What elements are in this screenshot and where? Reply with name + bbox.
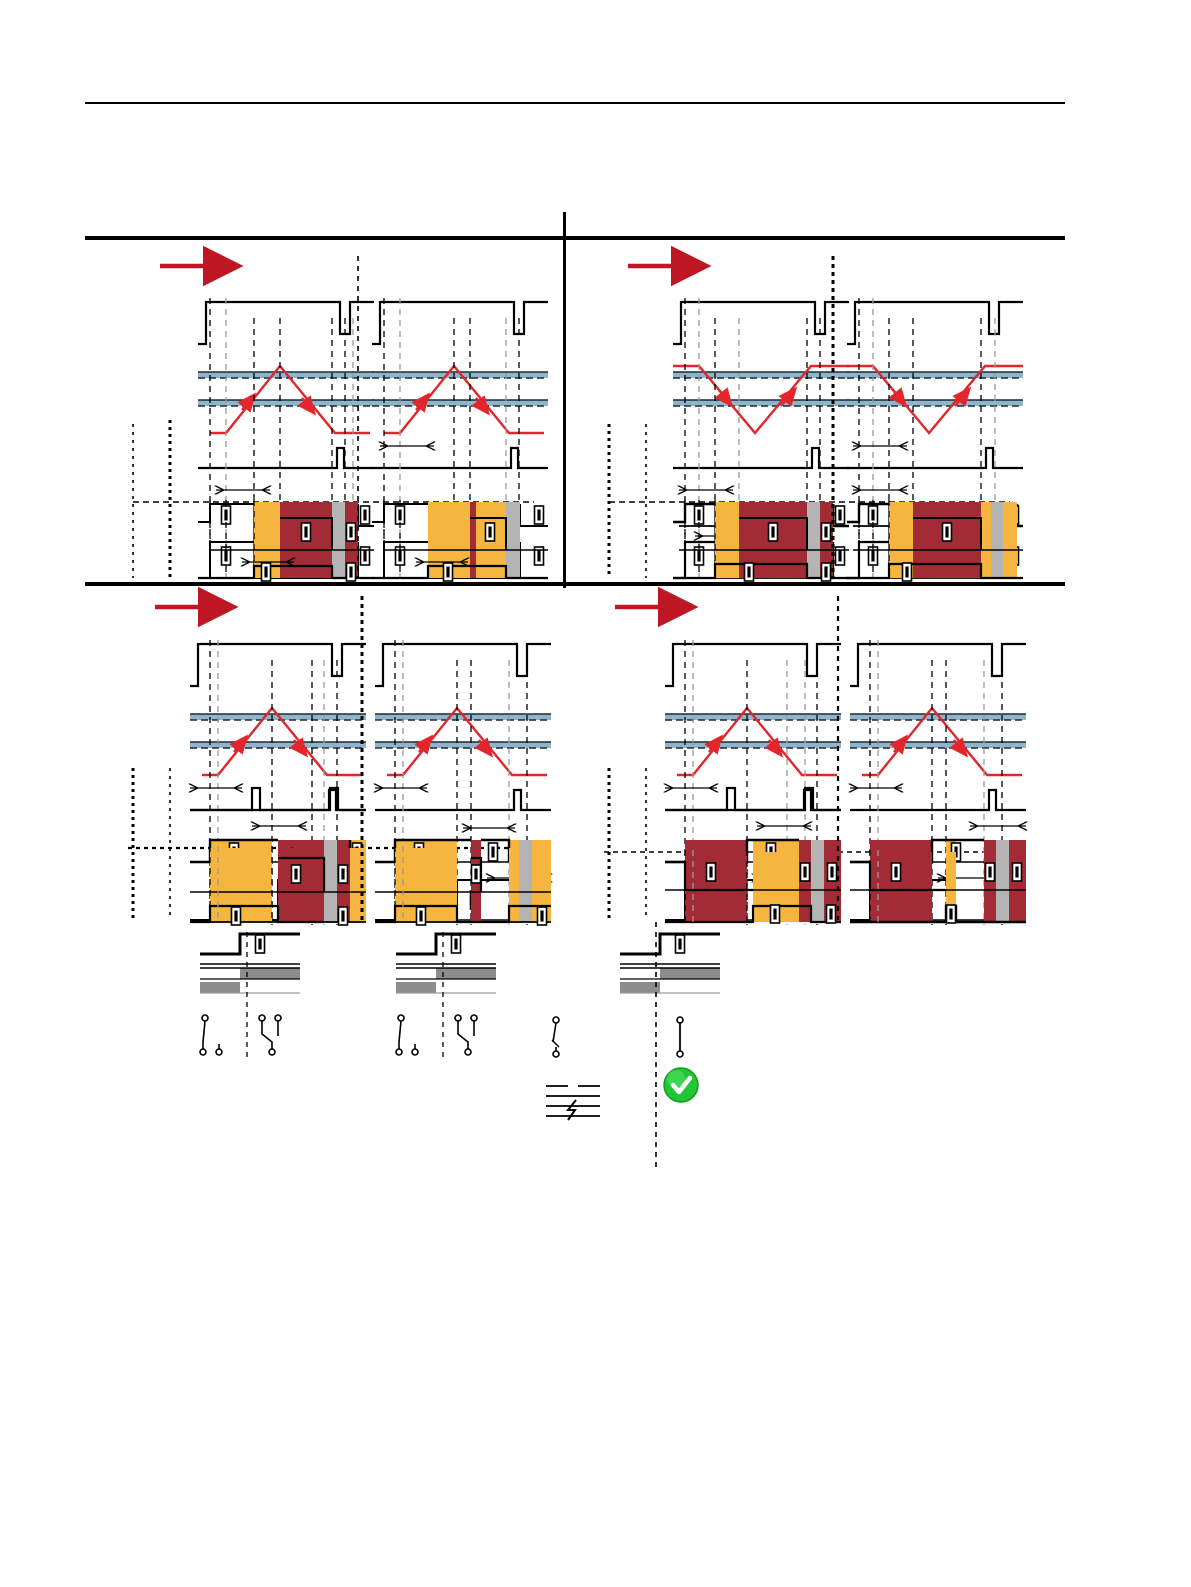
- legend-switch-closed-icon: [258, 1014, 282, 1056]
- legend-waveform: [620, 934, 720, 993]
- state-block-orange-thin: [946, 852, 956, 922]
- earth-fault-icon: [546, 1085, 600, 1121]
- state-block-grey: [324, 848, 337, 922]
- state-block-orange: [350, 848, 366, 922]
- legend-switch-closed-icon: [454, 1014, 478, 1056]
- legend-contact-open-icon: [551, 1016, 560, 1058]
- legend-switch-open-icon: [199, 1014, 223, 1056]
- legend-row: [200, 922, 720, 1170]
- state-block-grey: [519, 848, 532, 922]
- state-block-orange: [715, 502, 739, 578]
- state-block-orange: [981, 502, 991, 578]
- state-block-grey: [506, 502, 520, 578]
- state-block-orange: [532, 848, 551, 922]
- state-block-orange: [1003, 502, 1017, 578]
- state-block-darkred-thin: [471, 848, 481, 922]
- state-block-orange: [509, 848, 519, 922]
- top-left-timing-diagram: [132, 245, 548, 582]
- state-block-grey: [991, 502, 1003, 578]
- legend-waveform: [200, 934, 300, 993]
- quadrant-vertical-divider: [563, 212, 566, 588]
- state-block-darkred: [278, 848, 324, 922]
- green-check-icon: [663, 1067, 699, 1103]
- top-right-timing-diagram: [607, 245, 1023, 582]
- state-block-grey: [996, 852, 1009, 922]
- state-block-grey: [807, 502, 820, 578]
- legend-contact-closed-icon: [676, 1016, 684, 1058]
- state-block-grey: [332, 502, 345, 578]
- quadrant-middle-rule: [85, 582, 1065, 586]
- state-block-grey: [811, 852, 824, 922]
- legend-waveform: [396, 934, 496, 993]
- quadrant-top-rule: [85, 236, 1065, 240]
- state-block-darkred-thin: [470, 502, 476, 578]
- bottom-right-timing-diagram: [604, 586, 1026, 925]
- legend-switch-open-icon: [395, 1014, 419, 1056]
- bottom-left-timing-diagram: [128, 586, 551, 926]
- header-rule: [85, 102, 1065, 104]
